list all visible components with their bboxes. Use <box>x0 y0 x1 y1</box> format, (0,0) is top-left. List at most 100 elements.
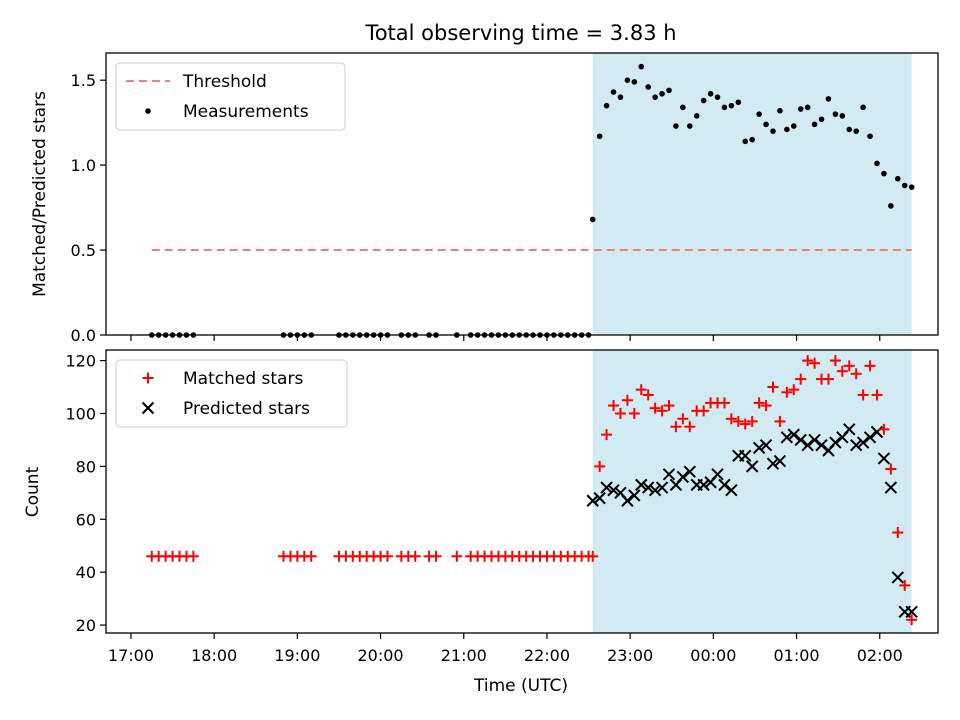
matched-star-point <box>608 400 620 412</box>
matched-star-point <box>822 373 834 385</box>
measurement-point <box>901 182 908 189</box>
predicted-star-point <box>662 468 676 481</box>
matched-star-point <box>587 550 599 562</box>
predicted-star-point <box>794 433 807 447</box>
predicted-star-point-b <box>891 571 904 584</box>
matched-star-point <box>451 550 463 562</box>
matched-star-point <box>670 421 682 433</box>
matched-legend-label: Matched stars <box>183 369 303 389</box>
bottom-y-tick-label: 100 <box>65 404 96 423</box>
predicted-star-point-b <box>593 491 606 505</box>
matched-star-point <box>795 373 807 385</box>
predicted-star-point-b <box>600 481 613 494</box>
measurement-point <box>693 113 700 119</box>
measurement-point <box>756 111 762 117</box>
matched-star-point <box>594 460 606 472</box>
predicted-star-point <box>849 439 863 452</box>
predicted-star-point-b <box>856 436 870 449</box>
top-y-tick-label: 1.0 <box>71 156 96 175</box>
matched-star-point <box>409 550 421 562</box>
predicted-star-point-b <box>787 428 800 441</box>
measurement-point <box>790 123 797 129</box>
predicted-star-point-b <box>829 436 842 449</box>
predicted-star-point <box>884 481 898 494</box>
predicted-star-point-b <box>621 494 634 507</box>
x-tick-label: 21:00 <box>441 646 487 665</box>
top-y-tick-label: 0.0 <box>71 326 96 345</box>
predicted-star-point <box>718 478 731 492</box>
predicted-star-point-b <box>849 439 863 452</box>
measurement-point <box>700 97 707 104</box>
predicted-star-point-b <box>635 478 648 492</box>
matched-star-point <box>864 360 876 372</box>
matched-star-point <box>649 402 661 414</box>
predicted-star-point <box>780 431 794 444</box>
predicted-star-point-b <box>739 449 752 463</box>
top-y-axis-label: Matched/Predicted stars <box>30 91 50 297</box>
predicted-star-point-b <box>815 439 828 452</box>
predicted-star-point <box>635 478 648 492</box>
matched-star-point <box>656 405 668 417</box>
matched-star-point <box>850 368 862 380</box>
matched-star-point <box>725 413 737 425</box>
bottom-x-axis: 17:00 18:00 19:00 20:00 21:00 22:00 23:00 00:00… <box>108 633 903 665</box>
measurement-point <box>742 138 749 145</box>
measurement-point <box>721 104 728 111</box>
measurement-point <box>867 133 873 140</box>
matched-star-point <box>781 386 793 398</box>
bottom-y-tick-label: 60 <box>76 510 96 529</box>
predicted-star-point-b <box>905 605 918 619</box>
measurements-legend-label: Measurements <box>183 102 309 122</box>
predicted-star-point-b <box>718 478 731 492</box>
measurement-point <box>784 126 790 133</box>
bottom-y-tick-label: 20 <box>76 616 96 635</box>
matched-star-point <box>635 384 647 396</box>
matched-star-point <box>698 405 710 417</box>
threshold-legend-label: Threshold <box>182 72 267 92</box>
matched-star-point <box>621 394 633 406</box>
matched-star-point <box>774 415 786 427</box>
matched-star-point <box>663 400 675 412</box>
measurement-point <box>818 116 825 123</box>
measurement-point <box>894 175 901 182</box>
predicted-star-point-b <box>752 441 766 455</box>
matched-star-point <box>732 415 744 427</box>
x-tick-label: 18:00 <box>191 646 237 665</box>
predicted-star-point <box>621 494 634 507</box>
measurement-point <box>770 128 776 134</box>
measurement-point <box>846 126 853 133</box>
predicted-star-point-b <box>711 468 724 481</box>
x-tick-label: 00:00 <box>690 646 736 665</box>
measurement-point <box>839 113 846 119</box>
predicted-star-point <box>829 436 842 449</box>
predicted-star-point <box>870 425 884 439</box>
measurement-point <box>596 133 603 140</box>
matched-star-point <box>906 614 918 626</box>
measurement-point <box>603 102 610 109</box>
matched-star-point <box>753 397 765 409</box>
predicted-legend-marker-b <box>141 401 155 415</box>
measurement-point <box>749 136 755 143</box>
predicted-star-point <box>586 494 599 507</box>
predicted-star-point <box>877 452 891 465</box>
x-tick-label: 23:00 <box>607 646 653 665</box>
measurement-point <box>624 77 631 83</box>
measurement-point <box>804 104 811 111</box>
predicted-star-point-b <box>662 468 676 481</box>
measurement-point <box>881 170 887 177</box>
predicted-star-point <box>773 454 787 468</box>
predicted-star-point <box>683 465 696 478</box>
predicted-star-point-b <box>745 460 759 473</box>
predicted-star-point-b <box>655 481 669 494</box>
predicted-star-point-b <box>614 486 627 500</box>
predicted-star-point-b <box>794 433 807 447</box>
matched-star-point <box>836 365 848 377</box>
top-y-tick-label: 1.5 <box>71 71 96 90</box>
matched-star-point <box>746 415 758 427</box>
measurement-point <box>631 79 638 85</box>
predicted-legend-label: Predicted stars <box>183 399 310 419</box>
predicted-star-point <box>801 439 814 452</box>
top-y-tick-label: 0.5 <box>71 241 96 260</box>
predicted-star-point <box>655 481 669 494</box>
